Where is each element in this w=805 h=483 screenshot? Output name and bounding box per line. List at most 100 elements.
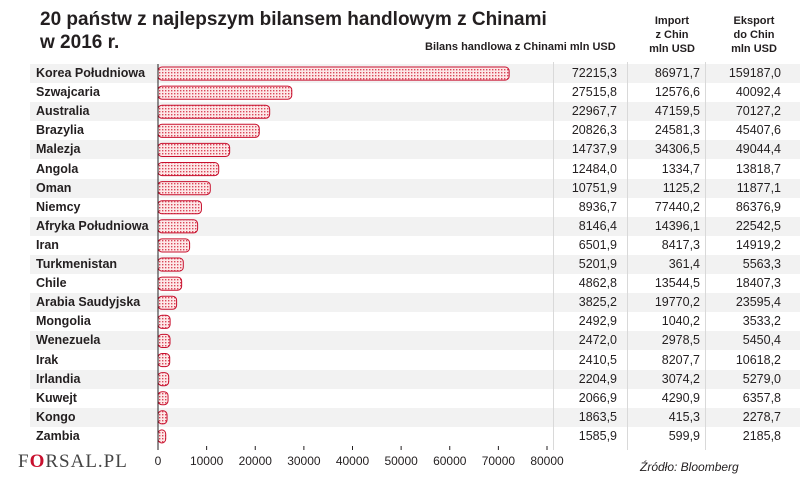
export-value: 14919,2 — [735, 237, 781, 252]
balance-value: 6501,9 — [578, 237, 617, 252]
balance-value: 2472,0 — [578, 333, 617, 348]
column-separator — [627, 62, 628, 450]
import-value: 8417,3 — [661, 237, 700, 252]
row-stripe — [30, 293, 800, 313]
balance-value: 2066,9 — [578, 390, 617, 405]
bar — [157, 276, 183, 291]
export-value: 23595,4 — [735, 295, 781, 310]
import-value: 415,3 — [668, 409, 700, 424]
bar — [157, 295, 178, 310]
category-label: Oman — [36, 180, 72, 195]
balance-value: 2492,9 — [578, 314, 617, 329]
export-value: 18407,3 — [735, 276, 781, 291]
column-separator — [705, 62, 706, 450]
export-value: 2185,8 — [742, 428, 781, 443]
export-column-header: Eksport do Chin mln USD — [712, 14, 796, 56]
balance-value: 27515,8 — [571, 85, 617, 100]
balance-value: 22967,7 — [571, 104, 617, 119]
category-label: Brazylia — [36, 123, 84, 138]
export-value: 5563,3 — [742, 257, 781, 271]
category-label: Wenezuela — [36, 333, 101, 348]
export-value: 86376,9 — [735, 199, 781, 214]
import-value: 19770,2 — [654, 295, 700, 310]
bar — [157, 391, 169, 406]
category-label: Niemcy — [36, 199, 81, 214]
import-value: 86971,7 — [654, 66, 700, 80]
export-value: 11877,1 — [736, 180, 781, 195]
export-value: 6357,8 — [742, 390, 781, 405]
bar — [157, 85, 293, 100]
source-note: Źródło: Bloomberg — [640, 460, 739, 474]
bar — [157, 66, 510, 81]
balance-value: 12484,0 — [571, 161, 617, 176]
x-tick-label: 40000 — [336, 454, 370, 468]
balance-value: 5201,9 — [578, 257, 617, 271]
x-tick-label: 70000 — [482, 454, 516, 468]
balance-value: 20826,3 — [571, 123, 617, 138]
export-value: 2278,7 — [742, 409, 781, 424]
bar — [157, 314, 171, 329]
bar — [157, 353, 171, 368]
category-label: Afryka Południowa — [36, 218, 149, 233]
title-line-2: w 2016 r. — [40, 32, 120, 53]
x-tick-label: 80000 — [530, 454, 564, 468]
import-column-header: Import z Chin mln USD — [640, 14, 704, 56]
x-tick-label: 50000 — [384, 454, 418, 468]
balance-column-header: Bilans handlowa z Chinami mln USD — [425, 41, 616, 53]
import-value: 2978,5 — [661, 333, 700, 348]
row-stripe — [30, 369, 800, 389]
category-label: Malezja — [36, 142, 81, 157]
bar — [157, 162, 220, 177]
import-value: 77440,2 — [654, 199, 700, 214]
bar — [157, 372, 170, 387]
bar — [157, 104, 271, 119]
bar — [157, 410, 168, 425]
column-separator — [553, 62, 554, 450]
bar — [157, 181, 211, 196]
chart-title: 20 państw z najlepszym bilansem handlowy… — [40, 8, 600, 54]
category-label: Irlandia — [36, 371, 81, 386]
export-value: 70127,2 — [735, 104, 781, 119]
row-stripe — [30, 407, 800, 427]
row-stripe — [30, 178, 800, 198]
balance-value: 4862,8 — [578, 276, 617, 291]
category-label: Iran — [36, 237, 59, 252]
import-value: 13544,5 — [654, 276, 700, 291]
export-value: 40092,4 — [735, 85, 781, 100]
row-stripe — [30, 331, 800, 351]
x-tick-label: 60000 — [433, 454, 467, 468]
category-label: Korea Południowa — [36, 66, 146, 80]
balance-value: 3825,2 — [578, 295, 617, 310]
balance-value: 1863,5 — [578, 409, 617, 424]
export-header-line: Eksport — [733, 15, 775, 27]
balance-value: 8936,7 — [578, 199, 617, 214]
import-header-line: z Chin — [655, 29, 689, 41]
export-value: 22542,5 — [735, 218, 781, 233]
category-label: Kuwejt — [36, 390, 77, 405]
import-value: 12576,6 — [654, 85, 700, 100]
category-label: Zambia — [36, 428, 80, 443]
x-tick-label: 30000 — [287, 454, 321, 468]
category-label: Irak — [36, 352, 59, 367]
import-value: 24581,3 — [654, 123, 700, 138]
balance-value: 14737,9 — [571, 142, 617, 157]
category-label: Szwajcaria — [36, 85, 100, 100]
export-value: 159187,0 — [728, 66, 781, 80]
category-label: Chile — [36, 276, 67, 291]
category-label: Turkmenistan — [36, 257, 118, 271]
logo-text-pre: F — [18, 451, 30, 472]
export-header-line: mln USD — [731, 43, 777, 55]
balance-value: 2410,5 — [578, 352, 617, 367]
import-value: 1125,2 — [662, 180, 700, 195]
export-header-line: do Chin — [733, 29, 775, 41]
import-header-line: mln USD — [649, 43, 695, 55]
import-value: 8207,7 — [661, 352, 700, 367]
logo-text-post: RSAL.PL — [45, 451, 128, 472]
import-header-line: Import — [654, 15, 690, 27]
export-value: 45407,6 — [735, 123, 781, 138]
import-value: 34306,5 — [654, 142, 700, 157]
x-tick-label: 10000 — [190, 454, 224, 468]
import-value: 361,4 — [668, 257, 700, 271]
category-label: Angola — [36, 161, 79, 176]
balance-value: 2204,9 — [578, 371, 617, 386]
